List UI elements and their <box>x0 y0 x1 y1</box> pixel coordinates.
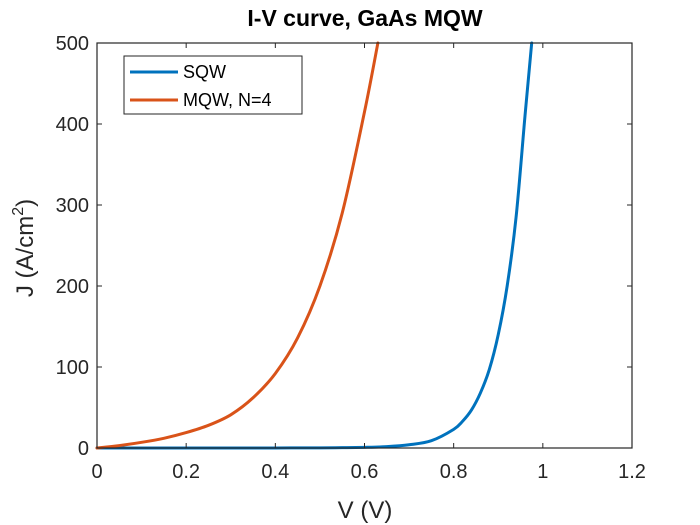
x-tick-label: 0.8 <box>440 461 468 483</box>
y-tick-label: 500 <box>56 33 89 55</box>
y-tick-label: 0 <box>78 438 89 460</box>
y-axis-label-main: J (A/cm <box>12 216 39 297</box>
y-axis-label: J (A/cm2) <box>10 199 39 297</box>
legend: SQW MQW, N=4 <box>123 55 303 115</box>
x-tick-label: 0.6 <box>351 461 379 483</box>
x-tick-label: 0 <box>91 461 102 483</box>
chart-title: I-V curve, GaAs MQW <box>247 5 482 31</box>
series-line-mqw <box>95 41 380 450</box>
y-axis-label-close: ) <box>12 199 39 207</box>
y-tick-label: 300 <box>56 195 89 217</box>
x-tick-label: 1.2 <box>618 461 646 483</box>
x-tick-label: 0.4 <box>261 461 289 483</box>
legend-box <box>123 55 303 115</box>
y-tick-label: 400 <box>56 114 89 136</box>
y-tick-label: 200 <box>56 276 89 298</box>
x-tick-label: 1 <box>537 461 548 483</box>
x-ticks: 0 0.2 0.4 0.6 0.8 1 1.2 <box>91 43 646 483</box>
x-axis-label: V (V) <box>338 497 393 524</box>
x-tick-label: 0.2 <box>172 461 200 483</box>
legend-label-mqw: MQW, N=4 <box>183 90 272 110</box>
y-axis-label-superscript: 2 <box>10 207 27 216</box>
y-ticks: 0 100 200 300 400 500 <box>56 33 632 460</box>
y-tick-label: 100 <box>56 357 89 379</box>
legend-label-sqw: SQW <box>183 62 226 82</box>
